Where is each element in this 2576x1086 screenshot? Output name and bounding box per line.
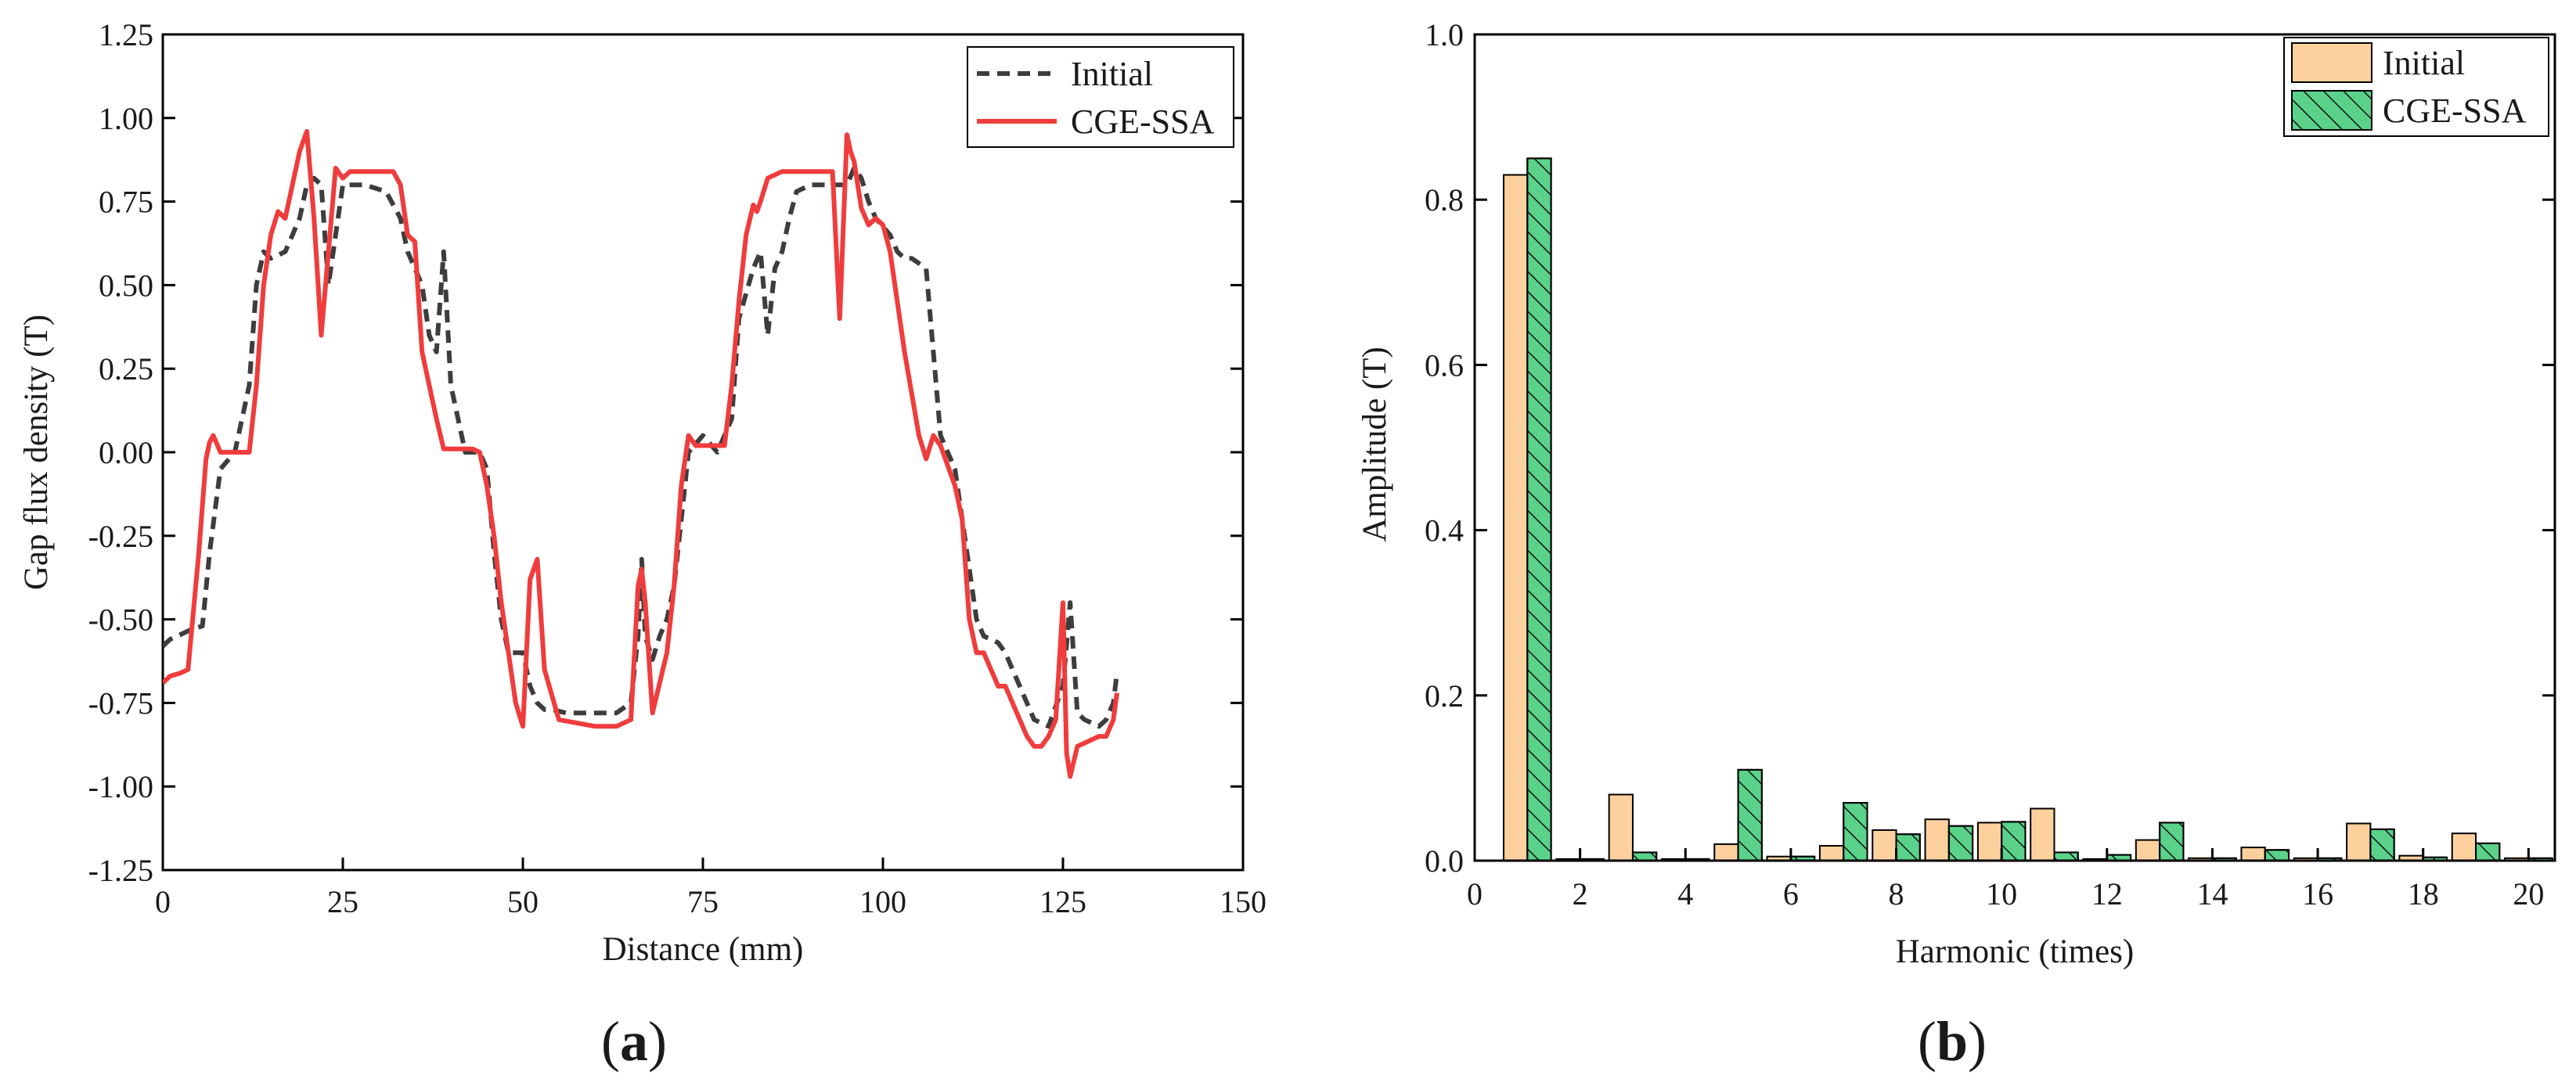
chart-b-xtick-label: 12 <box>2091 876 2123 912</box>
chart-b-ytick-label: 0.8 <box>1425 182 1464 218</box>
chart-b-frame <box>1473 33 2556 862</box>
chart-a-xtick-label: 50 <box>507 884 539 919</box>
chart-b-bars <box>1503 157 2553 862</box>
bar-cge-ssa-hatch <box>1631 851 1658 861</box>
bar-cge-ssa-hatch <box>1737 768 1763 862</box>
legend-b-cge-label: CGE-SSA <box>2383 92 2527 130</box>
chart-b-ytick-label: 1.0 <box>1425 17 1464 52</box>
chart-a-ytick-label: 0.50 <box>99 268 153 303</box>
chart-a-xtick-label: 25 <box>327 884 358 919</box>
legend-initial-bar-swatch <box>2291 42 2372 83</box>
legend-initial-label: Initial <box>1071 55 1153 93</box>
bar-initial <box>1713 843 1739 862</box>
chart-a-legend-box <box>967 46 1234 148</box>
chart-b-ytick-label: 0.6 <box>1425 347 1464 383</box>
chart-b-ytick-label: 0.0 <box>1425 843 1464 879</box>
bar-cge-ssa-hatch <box>2264 849 2290 861</box>
chart-a-ytick-label: 1.25 <box>99 17 153 52</box>
chart-b-legend: Initial CGE-SSA <box>2283 37 2549 137</box>
chart-a-x-ticks: 0 25 50 75 100 125 150 <box>155 858 1266 919</box>
chart-a-ylabel: Gap flux density (T) <box>18 315 55 590</box>
chart-a-xtick-label: 100 <box>859 884 906 919</box>
bar-cge-ssa-hatch <box>1843 802 1868 861</box>
bar-initial <box>2451 832 2477 861</box>
bar-cge-ssa-hatch <box>1895 833 1921 862</box>
chart-b-xlabel: Harmonic (times) <box>1896 933 2135 970</box>
chart-b-xtick-label: 8 <box>1889 876 1904 912</box>
panel-b-label: (b) <box>1918 1010 1987 1073</box>
chart-a-xtick-label: 125 <box>1039 884 1086 919</box>
chart-a-xtick-label: 75 <box>687 884 719 919</box>
bar-initial <box>2240 847 2266 862</box>
chart-b-xtick-label: 0 <box>1467 876 1483 912</box>
chart-b-xtick-label: 18 <box>2408 876 2439 912</box>
chart-a-ytick-label: 0.75 <box>99 185 153 220</box>
chart-b-bar: 0.0 0.2 0.4 0.6 0.8 1.0 0 2 4 6 8 10 12 14 16 18 20 Har… <box>1356 17 2556 970</box>
bar-initial <box>1503 174 1529 861</box>
panel-a-label: (a) <box>601 1010 667 1073</box>
chart-a-ytick-label: -1.00 <box>88 769 153 804</box>
chart-a-ytick-label: 0.25 <box>99 351 153 387</box>
chart-b-xtick-label: 2 <box>1573 876 1588 912</box>
legend-b-initial-label: Initial <box>2383 44 2465 82</box>
chart-a-ytick-label: -1.25 <box>88 853 153 888</box>
chart-a-xtick-label: 0 <box>155 884 171 919</box>
chart-a-series <box>163 128 1119 779</box>
chart-b-y-ticks: 0.0 0.2 0.4 0.6 0.8 1.0 <box>1425 17 2555 879</box>
legend-cge-bar-swatch-hatch <box>2291 90 2372 131</box>
bar-initial <box>1872 829 1897 861</box>
chart-a-ytick-label: 1.00 <box>99 101 153 136</box>
chart-b-ylabel: Amplitude (T) <box>1356 347 1393 542</box>
chart-b-xtick-label: 10 <box>1986 876 2017 912</box>
chart-b-xtick-label: 4 <box>1677 876 1693 912</box>
chart-b-ytick-label: 0.4 <box>1425 513 1464 548</box>
chart-b-xtick-label: 6 <box>1783 876 1799 912</box>
chart-a-ytick-label: -0.25 <box>88 519 153 554</box>
bar-cge-ssa-hatch <box>2053 851 2079 861</box>
chart-a-ytick-label: 0.00 <box>99 435 153 470</box>
chart-a-xlabel: Distance (mm) <box>603 931 804 968</box>
bar-cge-ssa-hatch <box>2159 822 2185 861</box>
bar-initial <box>2346 822 2372 861</box>
bar-cge-ssa-hatch <box>2369 828 2395 861</box>
bar-initial <box>1818 844 1845 861</box>
bar-cge-ssa-hatch <box>2475 842 2501 861</box>
bar-initial <box>1976 822 2003 861</box>
legend-cge-label: CGE-SSA <box>1071 102 1215 141</box>
bar-cge-ssa-hatch <box>2001 821 2027 862</box>
chart-a-legend: Initial CGE-SSA <box>967 46 1234 148</box>
bar-initial <box>2135 839 2161 861</box>
bar-initial <box>1924 818 1950 861</box>
chart-a-ytick-label: -0.75 <box>88 685 153 721</box>
bar-initial <box>1608 793 1634 862</box>
chart-b-x-ticks: 0 2 4 6 8 10 12 14 16 18 20 <box>1467 848 2544 912</box>
series-cge-ssa-line <box>163 128 1119 779</box>
chart-b-xtick-label: 20 <box>2513 876 2544 912</box>
chart-a-line: -1.25 -1.00 -0.75 -0.50 -0.25 0.00 0.25 0.50 0.7… <box>18 17 1266 968</box>
series-initial-line <box>163 165 1119 729</box>
chart-a-xtick-label: 150 <box>1220 884 1266 919</box>
bar-cge-ssa-hatch <box>1947 825 1974 861</box>
chart-a-y-ticks: -1.25 -1.00 -0.75 -0.50 -0.25 0.00 0.25 0.50 0.7… <box>88 17 1243 888</box>
bar-cge-ssa-hatch <box>1526 157 1552 861</box>
bar-initial <box>2030 807 2055 862</box>
chart-b-xtick-label: 14 <box>2196 876 2228 912</box>
chart-b-xtick-label: 16 <box>2302 876 2333 912</box>
chart-a-ytick-label: -0.50 <box>88 602 153 638</box>
chart-b-ytick-label: 0.2 <box>1425 678 1464 714</box>
